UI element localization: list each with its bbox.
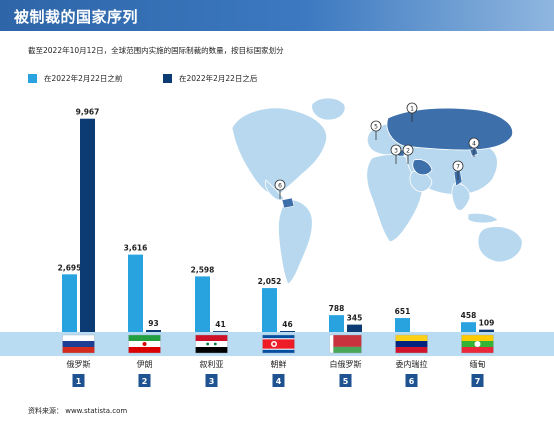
map-landmass-south-america [277,199,313,285]
value-label-before-north-korea: 2,052 [258,277,282,286]
svg-text:1: 1 [410,106,414,113]
value-label-before-russia: 2,695 [58,263,82,272]
legend-swatch-before [28,74,37,83]
map-country-venezuela [281,197,295,209]
svg-text:7: 7 [456,164,460,171]
map-landmass-north-america [231,107,328,196]
map-pin-venezuela: 6 [274,179,286,199]
legend-label-before: 在2022年2月22日之前 [44,74,123,83]
rank-number-north-korea: 4 [276,377,282,386]
rank-number-iran: 2 [142,377,148,386]
bar-before-venezuela [395,318,410,332]
flag-venezuela [395,334,428,354]
rank-badge-venezuela [405,374,418,387]
rank-number-myanmar: 7 [475,377,481,386]
bar-before-myanmar [461,322,476,332]
bar-series: 2,6959,967俄罗斯13,61693伊朗22,59841叙利亚32,052… [58,108,495,387]
legend-label-after: 在2022年2月22日之后 [179,74,258,83]
svg-text:3: 3 [394,148,398,155]
bar-after-belarus [347,324,362,332]
bar-before-belarus [329,315,344,332]
rank-badge-myanmar [471,374,484,387]
category-label-russia: 俄罗斯 [67,359,91,369]
flag-russia [62,334,95,354]
bar-after-iran [146,330,161,332]
rank-number-belarus: 5 [343,377,349,386]
flag-north-korea [262,334,295,354]
category-label-venezuela: 委内瑞拉 [396,359,428,369]
value-label-before-syria: 2,598 [191,265,215,274]
flag-belarus [329,334,362,354]
chart-title: 被制裁的国家序列 [14,8,139,26]
value-label-after-iran: 93 [148,319,158,328]
value-label-before-iran: 3,616 [124,244,148,253]
value-label-after-north-korea: 46 [282,320,292,329]
value-label-after-belarus: 345 [347,314,363,323]
map-landmass-indochina [451,183,471,211]
map-pin-north-korea: 4 [468,137,480,157]
rank-badge-iran [138,374,151,387]
bar-before-north-korea [262,288,277,332]
map-pin-syria: 3 [390,144,402,164]
chart-subtitle: 截至2022年10月12日，全球范围内实施的国际制裁的数量，按目标国家划分 [28,46,284,55]
bar-before-iran [128,254,143,332]
map-pin-myanmar: 7 [452,160,464,180]
map-pins: 1 2 3 4 5 6 7 [274,102,480,199]
bar-after-myanmar [479,329,494,332]
svg-text:5: 5 [374,124,378,131]
legend-swatch-after [163,74,172,83]
svg-text:6: 6 [278,183,282,190]
bar-before-russia [62,274,77,332]
map-landmass-central-america [265,179,285,201]
map-country-iran [412,159,433,176]
rank-badge-russia [72,374,85,387]
bar-after-north-korea [280,331,295,332]
source-note: 资料来源： www.statista.com [28,407,128,415]
legend-item-before: 在2022年2月22日之前 [28,73,122,84]
category-label-north-korea: 朝鲜 [271,359,287,369]
rank-number-syria: 3 [209,377,215,386]
value-label-before-myanmar: 458 [461,311,477,320]
legend-item-after: 在2022年2月22日之后 [163,73,257,84]
map-country-russia [386,107,513,151]
rank-number-russia: 1 [76,377,82,386]
value-label-after-russia: 9,967 [76,108,100,117]
rank-badge-belarus [339,374,352,387]
map-landmass-greenland [311,97,346,121]
category-label-iran: 伊朗 [137,359,153,369]
header-bar: 被制裁的国家序列 [0,0,554,31]
svg-text:2: 2 [406,148,410,155]
flag-syria [195,334,228,354]
bar-after-syria [213,331,228,332]
map-pin-iran: 2 [402,144,414,164]
value-label-before-venezuela: 651 [395,307,411,316]
bar-before-syria [195,276,210,332]
value-label-before-belarus: 788 [329,304,345,313]
value-label-after-myanmar: 109 [479,319,495,328]
rank-badge-syria [205,374,218,387]
rank-number-venezuela: 6 [409,377,415,386]
category-label-belarus: 白俄罗斯 [330,359,362,369]
map-landmass-indonesia [467,212,499,224]
map-pin-russia: 1 [406,102,418,122]
map-landmass-australia [477,226,523,263]
flag-myanmar [461,334,494,354]
rank-badge-north-korea [272,374,285,387]
map-pin-belarus: 5 [370,120,382,140]
category-label-syria: 叙利亚 [200,359,224,369]
flag-iran [128,334,161,354]
category-label-myanmar: 缅甸 [470,359,486,369]
value-label-after-syria: 41 [215,320,225,329]
bar-after-russia [80,118,95,332]
svg-text:4: 4 [472,141,476,148]
